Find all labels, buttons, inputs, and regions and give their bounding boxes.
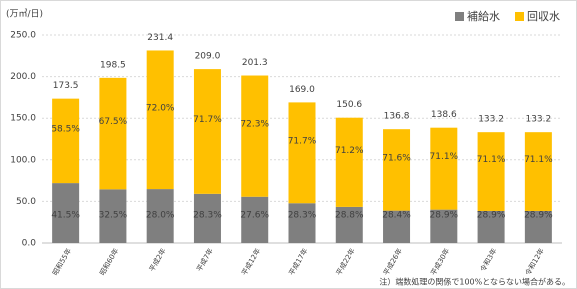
bar-segment <box>52 98 80 184</box>
bar-segment <box>477 132 505 211</box>
y-tick-label: 50.0 <box>16 197 36 207</box>
total-label: 133.2 <box>478 115 504 125</box>
y-axis-label: (万㎥/日) <box>6 9 43 20</box>
bar-segment <box>524 132 552 211</box>
total-label: 209.0 <box>195 52 221 62</box>
bar-segment <box>52 183 80 243</box>
segment-label: 28.8% <box>335 211 364 221</box>
bar-segment <box>430 127 458 210</box>
bar-segment <box>335 206 363 243</box>
total-label: 150.6 <box>336 100 362 110</box>
y-tick-label: 100.0 <box>10 155 36 165</box>
legend-label: 補給水 <box>467 9 500 23</box>
segment-label: 71.1% <box>524 155 553 165</box>
bar-segment <box>335 117 363 207</box>
legend-label: 回収水 <box>527 10 560 23</box>
total-label: 133.2 <box>525 115 551 125</box>
bar-segment <box>146 50 174 190</box>
segment-label: 32.5% <box>99 211 128 221</box>
bar-segment <box>99 189 127 243</box>
bar-segment <box>241 75 269 197</box>
segment-label: 71.2% <box>335 146 364 156</box>
total-label: 169.0 <box>289 85 315 95</box>
total-label: 198.5 <box>100 60 126 70</box>
y-tick-label: 150.0 <box>10 114 36 124</box>
segment-label: 72.3% <box>240 120 269 130</box>
segment-label: 28.9% <box>430 211 459 221</box>
total-label: 136.8 <box>384 112 410 122</box>
segment-label: 67.5% <box>99 117 128 127</box>
bar-segment <box>241 196 269 243</box>
bar-segment <box>477 210 505 243</box>
bar-segment <box>146 189 174 243</box>
bar-segment <box>193 193 221 243</box>
segment-label: 28.9% <box>524 211 553 221</box>
bar-segment <box>193 69 221 194</box>
bar-segment <box>288 203 316 243</box>
segment-label: 71.1% <box>477 155 506 165</box>
segment-label: 28.9% <box>477 211 506 221</box>
y-tick-label: 0.0 <box>22 239 37 249</box>
segment-label: 28.3% <box>193 211 222 221</box>
segment-label: 58.5% <box>51 124 80 134</box>
total-label: 138.6 <box>431 110 457 120</box>
segment-label: 28.3% <box>288 211 317 221</box>
legend-swatch <box>455 12 464 21</box>
footnote: 注）端数処理の関係で100%とならない場合がある。 <box>379 277 570 287</box>
total-label: 231.4 <box>147 33 173 43</box>
bar-segment <box>99 77 127 190</box>
bar-segment <box>383 210 411 243</box>
segment-label: 71.7% <box>288 136 317 146</box>
total-label: 173.5 <box>53 81 79 91</box>
segment-label: 71.7% <box>193 115 222 125</box>
segment-label: 71.1% <box>430 152 459 162</box>
y-tick-label: 250.0 <box>10 31 36 41</box>
segment-label: 41.5% <box>51 211 80 221</box>
bar-segment <box>524 210 552 243</box>
total-label: 201.3 <box>242 58 268 68</box>
segment-label: 27.6% <box>240 211 269 221</box>
segment-label: 28.4% <box>382 211 411 221</box>
segment-label: 28.0% <box>146 211 175 221</box>
bar-segment <box>383 129 411 211</box>
bar-segment <box>288 102 316 204</box>
bar-segment <box>430 209 458 243</box>
y-tick-label: 200.0 <box>10 72 36 82</box>
segment-label: 72.0% <box>146 103 175 113</box>
legend-swatch <box>515 12 524 21</box>
segment-label: 71.6% <box>382 153 411 163</box>
